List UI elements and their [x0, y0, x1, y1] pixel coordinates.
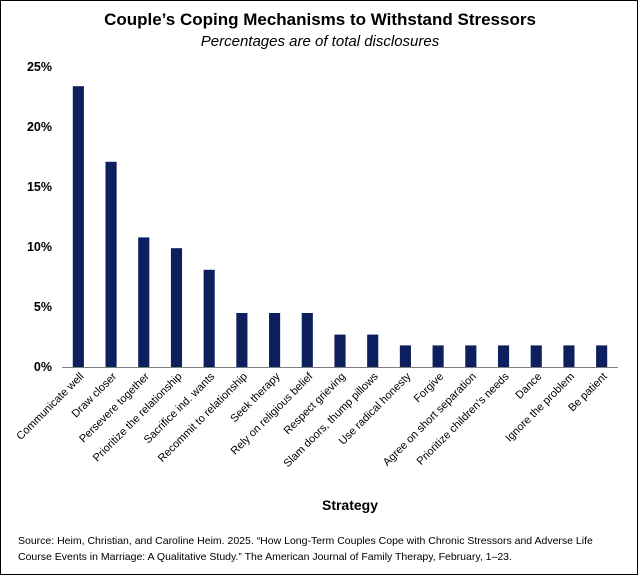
- y-tick-label: 25%: [27, 60, 52, 74]
- chart-title: Couple’s Coping Mechanisms to Withstand …: [104, 10, 536, 29]
- bar: [497, 345, 510, 367]
- bar: [334, 334, 346, 367]
- x-tick-label: Dance: [513, 371, 544, 402]
- bar: [105, 161, 117, 367]
- bar: [399, 345, 411, 367]
- x-axis-title: Strategy: [322, 497, 378, 513]
- bar: [203, 269, 215, 367]
- bar: [301, 313, 313, 367]
- y-tick-label: 0%: [34, 360, 52, 374]
- y-tick-label: 5%: [34, 300, 52, 314]
- bar: [269, 313, 281, 367]
- source-line-1: Source: Heim, Christian, and Caroline He…: [18, 535, 593, 547]
- y-tick-label: 20%: [27, 120, 52, 134]
- source-note: Source: Heim, Christian, and Caroline He…: [18, 533, 618, 565]
- source-line-2: Course Events in Marriage: A Qualitative…: [18, 551, 512, 563]
- y-tick-label: 10%: [27, 240, 52, 254]
- bar: [432, 345, 444, 367]
- bar: [563, 345, 575, 367]
- bar: [170, 248, 183, 367]
- bar: [138, 237, 150, 367]
- bar: [596, 345, 608, 367]
- bar: [465, 345, 477, 367]
- bar: [236, 313, 248, 367]
- chart-subtitle: Percentages are of total disclosures: [200, 33, 440, 50]
- bar: [72, 86, 84, 367]
- y-tick-label: 15%: [27, 180, 52, 194]
- bar: [530, 345, 542, 367]
- bar: [367, 334, 379, 367]
